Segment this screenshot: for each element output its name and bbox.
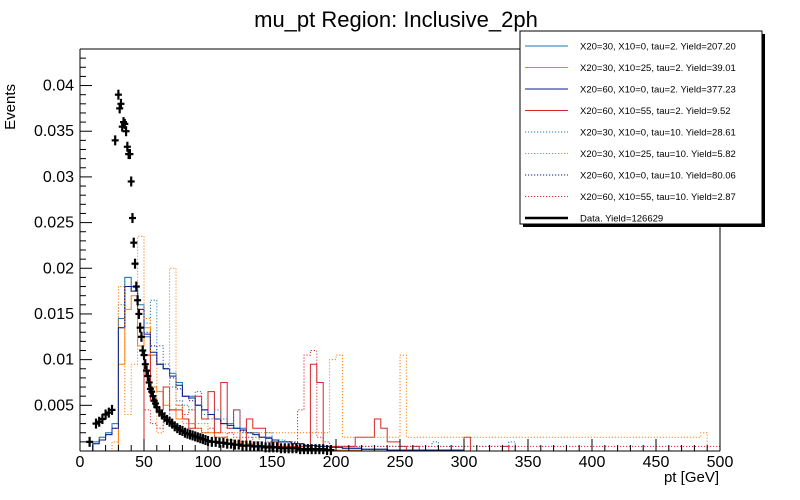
data-point [126,149,134,160]
legend-label: X20=30, X10=0, tau=2. Yield=207.20 [580,42,736,53]
data-point [144,371,152,382]
y-tick-label: 0.03 [43,169,74,186]
data-point [143,365,151,376]
data-point [136,322,144,333]
legend-box [519,30,763,225]
y-tick-label: 0.025 [34,215,74,232]
data-point [121,118,129,129]
data-point [141,359,149,370]
legend-label: X20=30, X10=0, tau=10. Yield=28.61 [580,128,736,139]
legend-label: X20=60, X10=0, tau=2. Yield=377.23 [580,85,736,96]
legend-label: Data. Yield=126629 [580,214,663,225]
x-tick-label: 250 [387,454,414,471]
x-tick-label: 300 [451,454,478,471]
y-tick-label: 0.02 [43,260,74,277]
data-point [111,135,119,146]
data-point [135,308,143,319]
data-point [86,436,94,447]
x-tick-label: 200 [323,454,350,471]
y-tick-label: 0.01 [43,352,74,369]
y-tick-label: 0.005 [34,397,74,414]
x-tick-label: 150 [259,454,286,471]
chart-title: mu_pt Region: Inclusive_2ph [254,7,538,32]
legend-label: X20=30, X10=25, tau=2. Yield=39.01 [580,63,736,74]
legend-label: X20=60, X10=0, tau=10. Yield=80.06 [580,171,736,182]
y-tick-label: 0.035 [34,123,74,140]
data-point [123,141,131,152]
data-point [132,281,140,292]
legend-label: X20=30, X10=25, tau=10. Yield=5.82 [580,149,736,160]
data-point [130,237,138,248]
y-tick-label: 0.04 [43,78,74,95]
data-point [114,89,122,100]
legend: X20=30, X10=0, tau=2. Yield=207.20 X20=30… [519,30,765,227]
data-point [131,258,139,269]
x-tick-label: 450 [643,454,670,471]
x-tick-label: 400 [579,454,606,471]
data-point [327,445,335,456]
data-points [86,89,335,456]
data-point [122,126,130,137]
data-point [127,176,135,187]
y-axis-label: Events [2,84,19,130]
legend-label: X20=60, X10=55, tau=2. Yield=9.52 [580,106,731,117]
data-point [145,377,153,388]
data-point [117,98,125,109]
data-point [137,331,145,342]
x-tick-label: 50 [135,454,153,471]
x-tick-label: 350 [515,454,542,471]
data-point [108,404,116,415]
legend-label: X20=60, X10=55, tau=10. Yield=2.87 [580,192,736,203]
data-point [128,213,136,224]
data-point [134,295,142,306]
y-tick-label: 0.015 [34,306,74,323]
series-histogram-3 [92,286,720,452]
data-point [140,350,148,361]
x-tick-label: 500 [707,454,734,471]
axes: 0 50 100 150 200 250 300 350 400 450 500 0.005 0.01 0… [34,48,734,471]
x-tick-label: 100 [195,454,222,471]
x-tick-label: 0 [76,454,85,471]
series-histogram-5 [92,276,720,452]
x-axis-label: pt [GeV] [664,469,719,486]
series-histogram-7 [92,286,720,452]
plot-area [92,235,720,452]
